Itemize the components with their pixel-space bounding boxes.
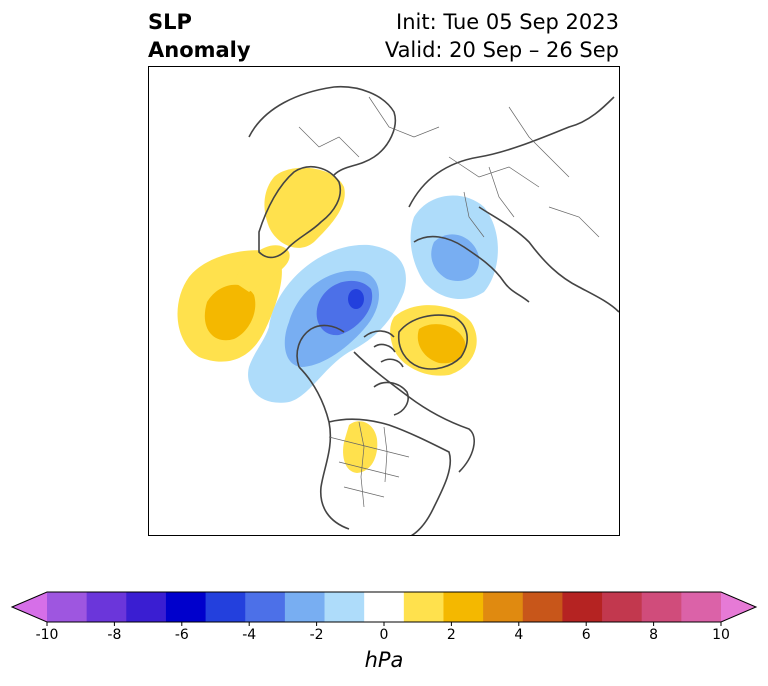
title-line-1: SLP: [148, 10, 192, 34]
colorbar-tick-label: -2: [309, 627, 324, 643]
colorbar-segment: [245, 592, 286, 622]
colorbar-segment: [403, 592, 444, 622]
colorbar-segment: [443, 592, 484, 622]
colorbar-segment: [681, 592, 722, 622]
valid-date-label: Valid: 20 Sep – 26 Sep: [384, 38, 619, 62]
colorbar-arrow-left: [12, 592, 47, 622]
colorbar-ticks: -10 -8 -6 -4 -2 0 2 4 6 8 10: [0, 627, 768, 647]
colorbar-arrow-right: [721, 592, 756, 622]
colorbar-tick-label: -4: [242, 627, 257, 643]
anomaly-map: [148, 66, 620, 536]
colorbar-segment: [165, 592, 207, 622]
colorbar-tick-label: 10: [712, 627, 730, 643]
colorbar-tick-label: -10: [35, 627, 59, 643]
colorbar-segment: [284, 592, 326, 622]
colorbar-tick-label: 6: [581, 627, 591, 643]
colorbar-segment: [47, 592, 88, 622]
colorbar-segment: [483, 592, 524, 622]
colorbar-segment: [522, 592, 563, 622]
positive-anomaly-atlantic-inner: [204, 284, 256, 341]
negative-anomaly-siberia-inner: [431, 234, 480, 281]
colorbar-segment: [562, 592, 603, 622]
colorbar-segment: [324, 592, 365, 622]
colorbar-segment: [205, 592, 246, 622]
colorbar-segment: [86, 592, 127, 622]
date-info-block: Init: Tue 05 Sep 2023 Valid: 20 Sep – 26…: [385, 8, 619, 64]
init-date-label: Init: Tue 05 Sep 2023: [396, 10, 619, 34]
colorbar-tick-label: 4: [514, 627, 524, 643]
colorbar-segment: [602, 592, 643, 622]
colorbar-segment: [641, 592, 682, 622]
colorbar: [10, 591, 758, 626]
coastlines: [248, 85, 619, 535]
map-svg: [177, 85, 619, 535]
positive-anomaly-us: [343, 421, 378, 473]
positive-anomaly-europe: [264, 167, 345, 248]
borders: [298, 96, 600, 508]
colorbar-tick-label: 8: [649, 627, 659, 643]
colorbar-tick-label: 0: [379, 627, 389, 643]
title-line-2: Anomaly: [148, 38, 251, 62]
anomaly-shading: [177, 167, 498, 473]
colorbar-tick-label: 2: [446, 627, 456, 643]
colorbar-tick-label: -8: [107, 627, 122, 643]
negative-anomaly-core: [348, 289, 364, 309]
positive-anomaly-greenland-inner: [417, 324, 466, 364]
colorbar-segment: [126, 592, 167, 622]
colorbar-tick-label: -6: [174, 627, 189, 643]
chart-title-block: SLP Anomaly: [148, 8, 251, 64]
colorbar-unit-label: hPa: [364, 648, 404, 672]
colorbar-segment: [364, 592, 405, 622]
